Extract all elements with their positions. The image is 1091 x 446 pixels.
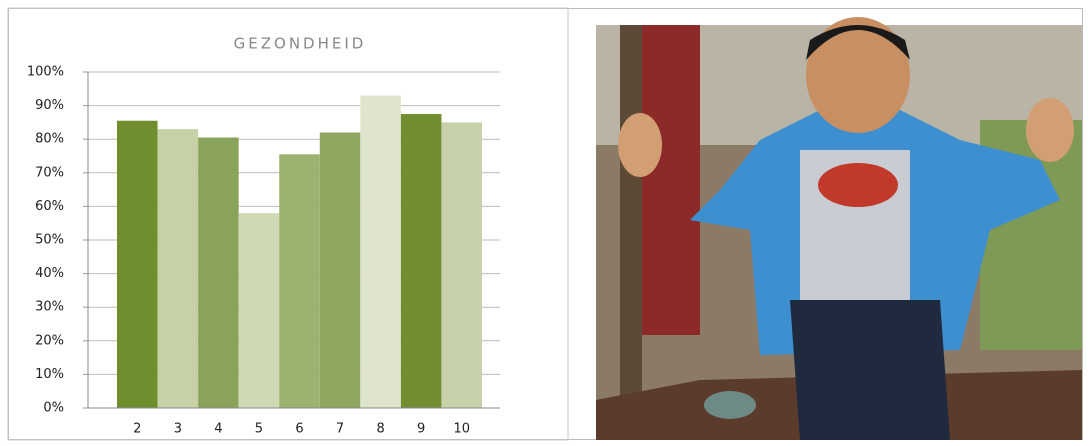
x-tick-label: 6 [295,422,303,437]
bar [400,114,442,408]
y-tick-label: 100% [27,65,64,80]
x-tick-label: 3 [174,422,182,437]
y-tick-label: 20% [35,333,64,348]
bar [198,137,239,408]
x-tick-label: 8 [376,422,384,437]
y-tick-label: 90% [35,98,64,113]
x-tick-label: 10 [453,422,470,437]
y-tick-label: 40% [35,266,64,281]
photo [596,17,1082,440]
bar [360,95,401,409]
bar [157,129,199,408]
x-tick-label: 5 [255,422,263,437]
chart-border [7,7,569,441]
bar [319,132,361,409]
bar [279,154,320,408]
y-tick-label: 80% [35,132,64,147]
chart-title: GEZONDHEID [234,35,367,53]
y-tick-label: 70% [35,165,64,180]
y-tick-label: 10% [35,367,64,382]
bar [117,120,158,408]
x-tick-label: 4 [214,422,222,437]
bar [238,213,280,408]
x-tick-label: 9 [417,422,425,437]
y-tick-label: 60% [35,199,64,214]
bar [441,122,482,409]
y-tick-label: 30% [35,300,64,315]
y-tick-label: 0% [43,401,64,416]
x-tick-label: 7 [336,422,344,437]
x-tick-label: 2 [133,422,141,437]
y-tick-label: 50% [35,233,64,248]
